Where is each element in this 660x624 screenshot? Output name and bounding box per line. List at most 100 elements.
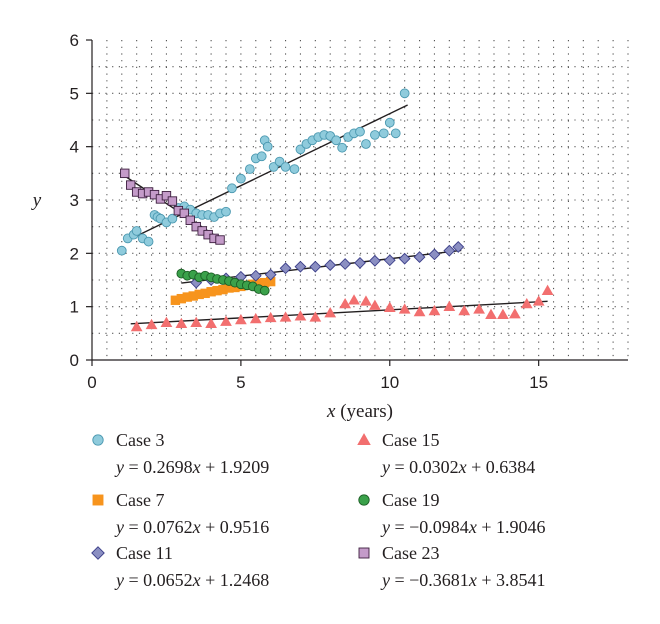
case-11-point (309, 260, 322, 273)
case-11-point (413, 251, 426, 263)
case-11-point (443, 244, 456, 257)
case-11-point (368, 254, 381, 267)
case-3-point (274, 156, 285, 167)
case-15-point (428, 304, 441, 316)
x-axis-unit: (years) (335, 401, 393, 422)
case-15-legend-label: Case 15 (382, 430, 440, 450)
case-3-point (289, 164, 300, 174)
y-tick-label: 1 (70, 298, 79, 317)
case-3-point (378, 128, 389, 139)
case-3-point (331, 135, 342, 146)
case-19-point (259, 285, 270, 296)
case-19-legend-marker (358, 494, 370, 506)
case-23-point (179, 208, 190, 219)
case-15-point (264, 311, 277, 323)
case-15-point (205, 317, 217, 329)
case-11-point (398, 252, 411, 265)
case-3-point (131, 226, 142, 236)
case-11-point (324, 259, 337, 271)
case-3-legend-label: Case 3 (116, 430, 165, 450)
case-15-point (497, 308, 509, 319)
dotted-grid (92, 40, 629, 360)
y-tick-label: 0 (70, 351, 79, 370)
y-tick-label: 4 (70, 138, 79, 157)
case-11-legend-marker (91, 546, 105, 560)
case-3-point (236, 173, 246, 184)
case-15-point (541, 284, 554, 295)
case-15-point (508, 308, 521, 319)
case-23-legend-label: Case 23 (382, 543, 440, 563)
case-3-legend-equation: y = 0.2698x + 1.9209 (114, 457, 269, 477)
x-tick-label: 0 (87, 373, 96, 392)
case-15-point (145, 318, 158, 330)
case-23-point (185, 215, 195, 225)
y-tick-label: 5 (70, 84, 79, 103)
x-axis-label: x (years) (326, 401, 393, 422)
case-15-point (339, 297, 351, 309)
x-tick-label: 15 (529, 373, 548, 392)
y-axis-label: y (31, 190, 42, 211)
case-15-point (532, 295, 545, 306)
case-3-point (399, 88, 410, 99)
case-15-point (190, 316, 203, 327)
case-19-legend-label: Case 19 (382, 490, 440, 510)
y-tick-label: 2 (70, 244, 79, 263)
case-15-fit-line (130, 300, 548, 325)
case-11-legend-equation: y = 0.0652x + 1.2468 (114, 570, 269, 590)
case-11-point (383, 254, 396, 267)
case-3-point (244, 164, 255, 174)
case-7-legend-label: Case 7 (116, 490, 165, 510)
case-11-point (354, 257, 366, 269)
case-3-point (355, 126, 365, 137)
case-11-point (249, 269, 262, 282)
case-15-point (175, 317, 188, 329)
case-3-point (167, 213, 178, 224)
case-15-point (369, 299, 381, 310)
x-tick-label: 10 (380, 373, 399, 392)
case-15-point (249, 312, 262, 324)
case-3-point (384, 117, 395, 128)
y-tick-label: 3 (70, 191, 79, 210)
case-15-point (279, 311, 292, 322)
case-15-point (220, 315, 232, 326)
case-11-point (428, 248, 441, 261)
case-15-point (160, 316, 173, 327)
case-23-point (120, 168, 130, 179)
case-15-point (348, 294, 360, 305)
case-23-legend-equation: y = −0.3681x + 3.8541 (380, 570, 545, 590)
case-11-point (339, 258, 352, 270)
case-3-point (295, 144, 306, 155)
case-3-point (256, 151, 267, 162)
case-23-legend-marker (358, 547, 370, 559)
case-23-point (161, 191, 172, 201)
tick-labels: 0 1 2 3 4 5 6 0 5 10 15 (70, 31, 549, 392)
axes (86, 39, 628, 366)
case-3-point (361, 139, 371, 149)
case-3-point (280, 162, 291, 172)
case-19-legend-equation: y = −0.0984x + 1.9046 (380, 517, 545, 537)
case-11-point (452, 241, 465, 253)
legend: Case 3 y = 0.2698x + 1.9209 Case 7 y = 0.07… (91, 430, 545, 590)
case-15-point (413, 305, 426, 317)
case-7-legend-marker (92, 494, 104, 506)
case-15-point (398, 303, 411, 314)
case-15-legend-equation: y = 0.0302x + 0.6384 (380, 457, 535, 477)
case-3-point (337, 142, 348, 153)
case-3-point (143, 236, 154, 247)
case-3-legend-marker (92, 434, 104, 446)
case-11-point (294, 260, 307, 273)
case-11-point (264, 268, 277, 281)
y-tick-label: 6 (70, 31, 79, 50)
case-23-point (167, 196, 178, 206)
case-15-point (294, 310, 307, 321)
case-15-point (324, 307, 337, 318)
data-points (116, 88, 554, 332)
case-15-point (130, 320, 143, 332)
case-11-legend-label: Case 11 (116, 543, 173, 563)
case-3-point (370, 130, 380, 140)
case-15-point (383, 301, 396, 313)
case-15-point (473, 303, 485, 314)
case-15-point (443, 300, 456, 311)
case-15-point (458, 304, 471, 316)
